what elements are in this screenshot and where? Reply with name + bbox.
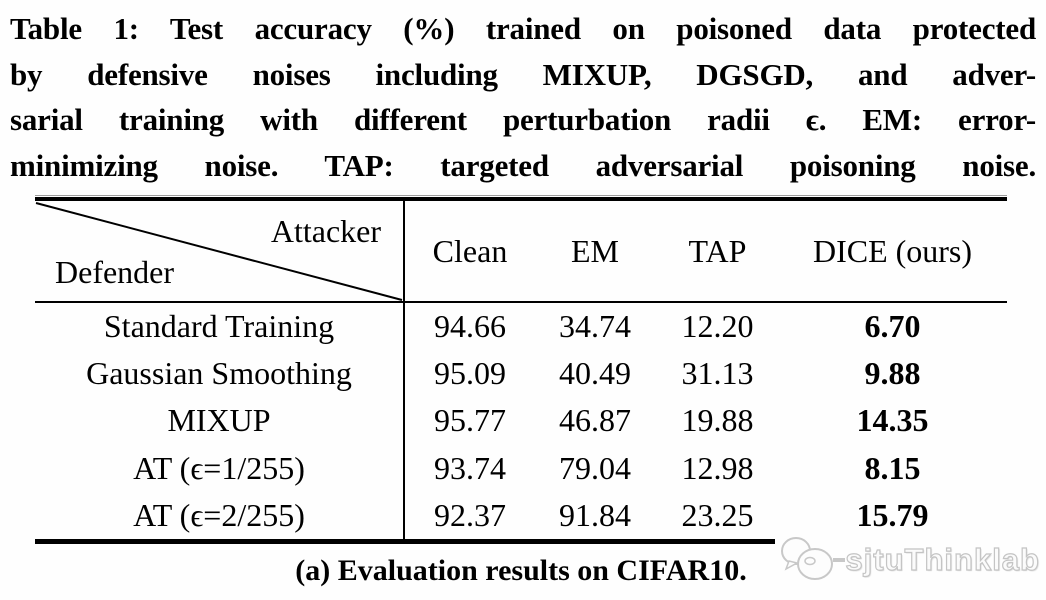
attacker-label: Attacker	[270, 213, 381, 249]
defender-cell: AT (ϵ=2/255)	[35, 491, 405, 539]
defender-label: Defender	[55, 254, 175, 290]
em-value: 46.87	[559, 402, 631, 439]
caption-line: Table 1: Test accuracy (%) trained on po…	[10, 11, 1036, 46]
watermark-text: sjtuThinklab	[845, 541, 1040, 577]
bottom-rule	[35, 538, 1007, 544]
table-row: AT (ϵ=2/255) 92.37 91.84 23.25 15.79	[35, 491, 1007, 539]
tap-value: 12.20	[681, 308, 754, 345]
em-value: 40.49	[559, 355, 631, 392]
dice-value: 6.70	[864, 308, 921, 345]
em-value: 34.74	[559, 308, 631, 345]
defender-cell: Standard Training	[35, 303, 405, 351]
dice-value: 8.15	[864, 449, 921, 486]
tap-value: 23.25	[681, 496, 754, 533]
tap-value: 31.13	[681, 355, 754, 392]
watermark: sjtuThinklab	[775, 529, 1040, 591]
tap-value: 19.88	[681, 402, 754, 439]
dice-value: 9.88	[864, 355, 921, 392]
dice-value: 15.79	[856, 496, 929, 533]
top-rule-thick	[35, 197, 1007, 201]
column-header-em: EM	[571, 232, 619, 269]
defender-cell: MIXUP	[35, 397, 405, 445]
dice-value: 14.35	[856, 402, 929, 439]
table-row: MIXUP 95.77 46.87 19.88 14.35	[35, 397, 1007, 445]
column-header-dice: DICE (ours)	[812, 232, 973, 269]
column-headers: Clean EM TAP DICE (ours)	[405, 201, 1007, 301]
table-row: AT (ϵ=1/255) 93.74 79.04 12.98 8.15	[35, 444, 1007, 492]
diagonal-header-cell: Attacker Defender	[35, 201, 405, 301]
top-rule-thin	[35, 195, 1007, 196]
clean-value: 95.77	[434, 402, 506, 439]
mid-rule	[35, 301, 1007, 303]
caption-line: minimizing noise. TAP: targeted adversar…	[10, 147, 1036, 183]
watermark-logo-icon	[781, 537, 846, 580]
table-header-row: Attacker Defender Clean EM TAP DICE (our…	[35, 201, 1007, 301]
tap-value: 12.98	[681, 449, 754, 486]
column-header-tap: TAP	[688, 232, 747, 269]
caption-line: by defensive noises including MIXUP, DGS…	[10, 56, 1036, 92]
clean-value: 92.37	[434, 496, 506, 533]
defender-cell: Gaussian Smoothing	[35, 350, 405, 398]
caption-line: sarial training with different perturbat…	[10, 102, 1036, 137]
results-table: Attacker Defender Clean EM TAP DICE (our…	[35, 195, 1007, 544]
em-value: 91.84	[559, 496, 631, 533]
table-caption: Table 1: Test accuracy (%) trained on po…	[10, 6, 1036, 188]
em-value: 79.04	[559, 449, 631, 486]
table-row: Gaussian Smoothing 95.09 40.49 31.13 9.8…	[35, 350, 1007, 398]
defender-cell: AT (ϵ=1/255)	[35, 444, 405, 492]
diagonal-line	[35, 201, 403, 301]
clean-value: 95.09	[434, 355, 506, 392]
column-header-clean: Clean	[432, 232, 508, 269]
table-row: Standard Training 94.66 34.74 12.20 6.70	[35, 303, 1007, 351]
clean-value: 94.66	[434, 308, 506, 345]
clean-value: 93.74	[434, 449, 506, 486]
subcaption: (a) Evaluation results on CIFAR10.	[295, 554, 747, 587]
